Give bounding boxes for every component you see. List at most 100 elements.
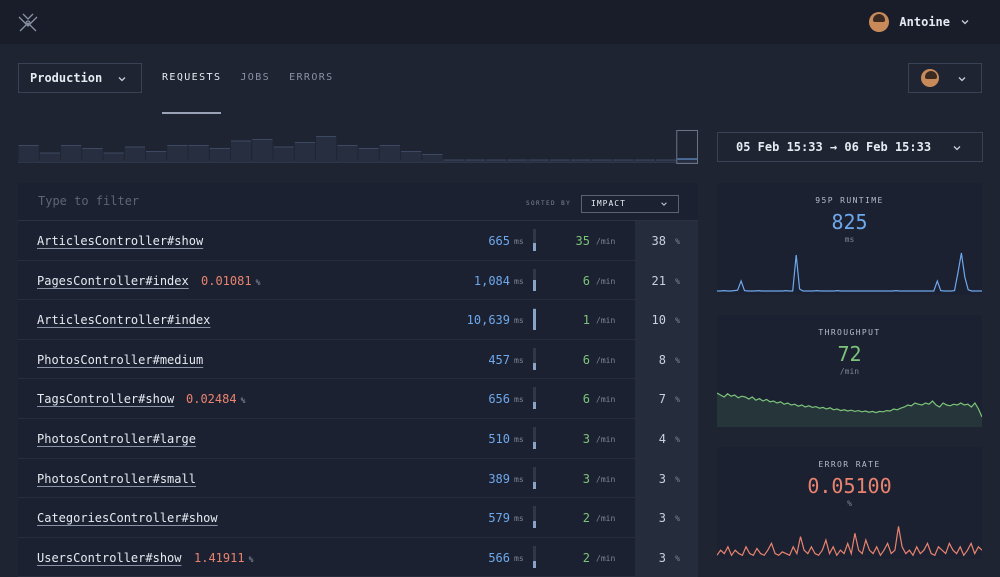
runtime-value: 825: [831, 210, 868, 234]
histogram-bar[interactable]: [167, 145, 188, 163]
impact-unit: %: [675, 434, 680, 444]
throughput-card[interactable]: THROUGHPUT 72 /min: [717, 315, 982, 427]
histogram-bar[interactable]: [677, 159, 698, 162]
histogram-bar[interactable]: [316, 136, 337, 163]
throughput-area: [717, 393, 982, 427]
throughput-label: THROUGHPUT: [818, 328, 881, 337]
table-row[interactable]: PagesController#index 0.01081% 1,084 ms …: [18, 260, 698, 301]
impact-cell: 38 %: [635, 221, 698, 260]
histogram-bar[interactable]: [18, 145, 39, 163]
endpoint-link[interactable]: ArticlesController#index: [37, 313, 211, 328]
endpoint-link[interactable]: PhotosController#small: [37, 471, 196, 486]
histogram-bar[interactable]: [634, 160, 655, 162]
runtime-unit: ms: [514, 553, 524, 563]
tab-jobs[interactable]: JOBS: [240, 72, 271, 83]
runtime-bar: [533, 308, 536, 331]
environment-select[interactable]: Production: [18, 63, 142, 93]
tab-errors[interactable]: ERRORS: [289, 72, 334, 83]
app-select[interactable]: [908, 63, 982, 93]
histogram-bar[interactable]: [209, 148, 230, 163]
table-row[interactable]: ArticlesController#show 665 ms 35 /min 3…: [18, 221, 698, 261]
histogram-bar[interactable]: [103, 153, 124, 162]
sort-select[interactable]: IMPACT: [581, 195, 679, 213]
histogram-bar[interactable]: [379, 145, 400, 163]
endpoint-link[interactable]: ArticlesController#show: [37, 234, 204, 248]
histogram-bar[interactable]: [358, 148, 379, 163]
runtime-bar-fill: [533, 560, 536, 568]
table-row[interactable]: TagsController#show 0.02484% 656 ms 6 /m…: [18, 379, 698, 419]
chevron-down-icon: [661, 202, 667, 206]
impact-value: 8: [658, 352, 666, 367]
runtime-bar-fill: [533, 401, 536, 410]
endpoint-link[interactable]: CategoriesController#show: [37, 511, 218, 526]
histogram-bar[interactable]: [401, 151, 422, 163]
histogram-bar[interactable]: [443, 160, 464, 162]
histogram-bar[interactable]: [422, 154, 443, 163]
histogram-bar[interactable]: [124, 147, 145, 162]
endpoint-link[interactable]: PhotosController#medium: [37, 352, 204, 367]
throughput-value: 2: [582, 550, 590, 565]
histogram-bar[interactable]: [486, 160, 507, 162]
table-row[interactable]: ArticlesController#index 10,639 ms 1 /mi…: [18, 300, 698, 340]
throughput-value: 6: [582, 392, 590, 407]
histogram-bar[interactable]: [613, 160, 634, 162]
error-rate-sparkline: [717, 526, 982, 557]
histogram-bar[interactable]: [464, 160, 485, 162]
table-row[interactable]: PhotosController#medium 457 ms 6 /min 8 …: [18, 339, 698, 380]
runtime-card[interactable]: 95P RUNTIME 825 ms: [717, 183, 982, 295]
endpoint-link[interactable]: PagesController#index: [37, 273, 189, 288]
histogram-bar[interactable]: [273, 147, 294, 162]
tab-requests[interactable]: REQUESTS: [162, 64, 222, 114]
runtime-value: 389: [488, 471, 510, 486]
impact-unit: %: [675, 514, 680, 524]
endpoint-link[interactable]: UsersController#show: [37, 550, 182, 565]
histogram-bar[interactable]: [146, 151, 167, 163]
histogram-bar[interactable]: [252, 139, 273, 163]
error-rate-label: ERROR RATE: [818, 460, 881, 469]
histogram-bar[interactable]: [61, 145, 82, 163]
table-row[interactable]: UsersController#show 1.41911% 566 ms 2 /…: [18, 537, 698, 577]
user-menu[interactable]: Antoine: [869, 12, 970, 32]
histogram-bar[interactable]: [656, 160, 677, 162]
impact-unit: %: [675, 316, 680, 326]
impact-cell: 8 %: [635, 339, 698, 379]
histogram-bar[interactable]: [231, 141, 252, 162]
runtime-value: 10,639: [466, 313, 510, 328]
histogram-bar[interactable]: [528, 160, 549, 162]
impact-unit: %: [675, 553, 680, 563]
table-row[interactable]: PhotosController#large 510 ms 3 /min 4 %: [18, 418, 698, 459]
runtime-bar-fill: [533, 363, 536, 370]
endpoint-link[interactable]: PhotosController#large: [37, 431, 196, 446]
table-body: ArticlesController#show 665 ms 35 /min 3…: [18, 221, 698, 577]
histogram-selection[interactable]: [676, 130, 698, 164]
histogram-bar[interactable]: [337, 145, 358, 163]
runtime-bar: [533, 387, 536, 410]
endpoint-link[interactable]: TagsController#show: [37, 392, 175, 407]
histogram-bar[interactable]: [294, 142, 315, 163]
chevron-down-icon: [961, 20, 969, 25]
table-row[interactable]: CategoriesController#show 579 ms 2 /min …: [18, 498, 698, 538]
histogram-bar[interactable]: [549, 160, 570, 162]
histogram-bar[interactable]: [188, 145, 209, 163]
throughput-value: 2: [582, 511, 590, 526]
logo-icon[interactable]: [16, 11, 40, 35]
throughput-line: [717, 392, 982, 418]
error-rate-card[interactable]: ERROR RATE 0.05100 %: [717, 447, 982, 559]
table-row[interactable]: PhotosController#small 389 ms 3 /min 3 %: [18, 458, 698, 499]
impact-cell: 10 %: [635, 300, 698, 339]
error-rate-line: [717, 526, 982, 557]
runtime-value: 457: [488, 352, 510, 367]
runtime-bar-fill: [533, 520, 536, 529]
histogram-bar[interactable]: [39, 153, 60, 162]
histogram-bar[interactable]: [571, 160, 592, 162]
date-range-label: 05 Feb 15:33 → 06 Feb 15:33: [736, 140, 932, 154]
request-histogram[interactable]: [18, 130, 698, 164]
error-rate: 0.02484%: [186, 392, 246, 407]
filter-input[interactable]: [38, 194, 338, 208]
histogram-bar[interactable]: [82, 148, 103, 163]
runtime-bar-fill: [533, 482, 536, 489]
histogram-bar[interactable]: [507, 160, 528, 162]
impact-value: 21: [651, 273, 666, 288]
date-range-select[interactable]: 05 Feb 15:33 → 06 Feb 15:33: [717, 132, 983, 162]
histogram-bar[interactable]: [592, 160, 613, 162]
